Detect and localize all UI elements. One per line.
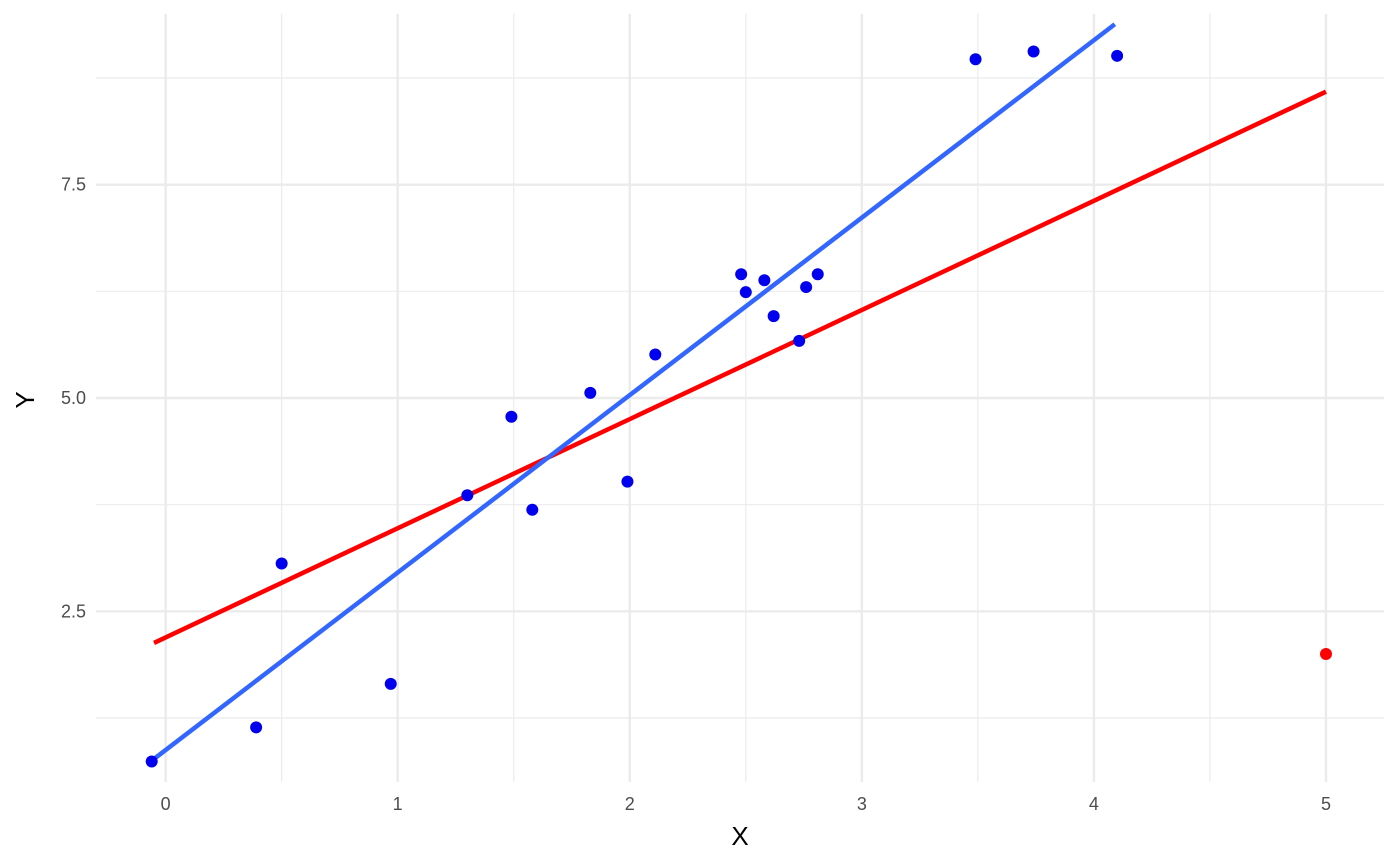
- data-points: [145, 45, 1332, 768]
- data-point: [649, 348, 662, 361]
- x-tick-label: 3: [857, 794, 867, 814]
- x-tick-labels: 0 1 2 3 4 5: [161, 794, 1331, 814]
- x-tick-label: 1: [393, 794, 403, 814]
- x-tick-label: 4: [1089, 794, 1099, 814]
- grid-major: [96, 14, 1384, 782]
- data-point: [526, 503, 539, 516]
- data-point: [969, 53, 982, 66]
- x-tick-label: 2: [625, 794, 635, 814]
- data-point: [250, 721, 263, 734]
- y-tick-label: 7.5: [61, 175, 86, 195]
- y-axis-title: Y: [10, 391, 40, 408]
- data-point: [461, 489, 474, 502]
- fit-without-outlier-line: [150, 22, 1117, 763]
- outlier-point: [1319, 648, 1332, 660]
- data-point: [793, 334, 806, 347]
- data-point: [1111, 49, 1124, 62]
- data-point: [811, 268, 824, 281]
- data-point: [735, 268, 748, 281]
- data-point: [621, 475, 634, 488]
- x-tick-label: 5: [1321, 794, 1331, 814]
- fit-with-outlier-line: [153, 89, 1327, 645]
- fit-lines: [150, 22, 1327, 763]
- data-point: [505, 410, 518, 423]
- data-point: [145, 755, 158, 768]
- data-point: [275, 557, 288, 570]
- x-axis-title: X: [731, 821, 748, 851]
- data-point: [584, 386, 597, 399]
- y-tick-labels: 2.5 5.0 7.5: [61, 175, 86, 622]
- data-point: [758, 274, 771, 287]
- y-tick-label: 2.5: [61, 601, 86, 621]
- x-tick-label: 0: [161, 794, 171, 814]
- data-point: [739, 286, 752, 299]
- data-point: [1027, 45, 1040, 58]
- y-tick-label: 5.0: [61, 388, 86, 408]
- data-point: [384, 677, 397, 690]
- data-point: [767, 310, 780, 323]
- data-point: [800, 281, 813, 294]
